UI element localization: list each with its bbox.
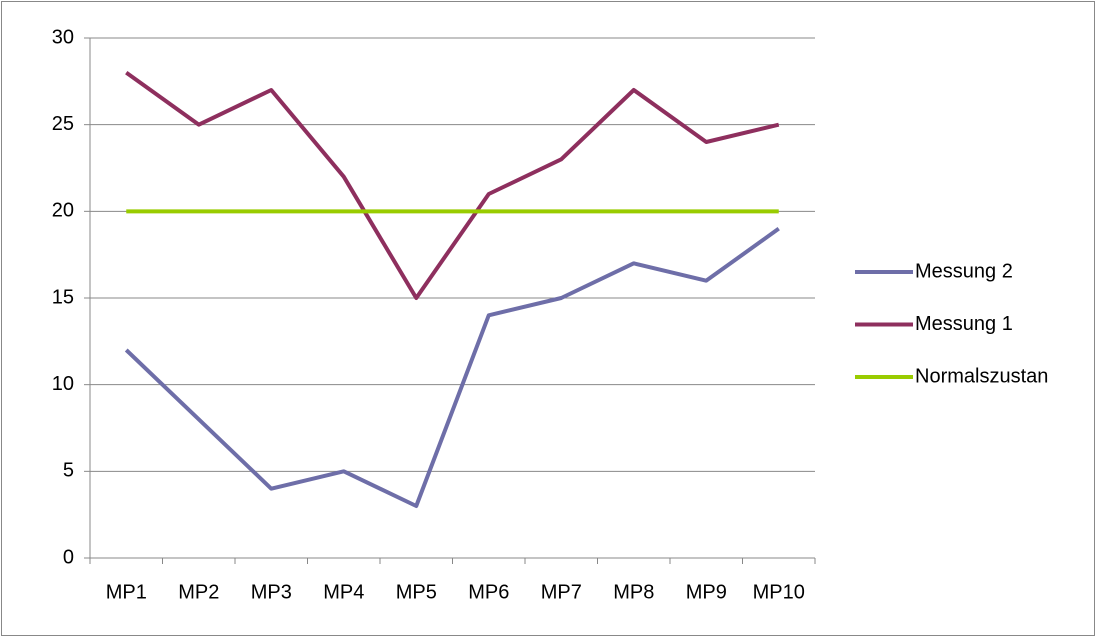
y-tick-label: 15 <box>52 286 74 308</box>
y-tick-label: 10 <box>52 373 74 395</box>
x-tick-label: MP6 <box>468 581 509 603</box>
y-tick-label: 0 <box>63 546 74 568</box>
y-tick-label: 30 <box>52 26 74 48</box>
x-tick-label: MP10 <box>753 581 805 603</box>
y-tick-label: 5 <box>63 460 74 482</box>
x-tick-label: MP3 <box>251 581 292 603</box>
x-tick-label: MP1 <box>106 581 147 603</box>
x-tick-label: MP7 <box>541 581 582 603</box>
series-line <box>124 227 780 508</box>
legend-label: Messung 2 <box>915 260 1013 282</box>
y-tick-label: 25 <box>52 113 74 135</box>
y-tick-label: 20 <box>52 200 74 222</box>
x-tick-label: MP5 <box>396 581 437 603</box>
x-tick-label: MP4 <box>323 581 364 603</box>
x-tick-label: MP8 <box>613 581 654 603</box>
series-line <box>125 71 780 300</box>
x-tick-label: MP9 <box>686 581 727 603</box>
legend-label: Normalszustan <box>915 365 1048 387</box>
legend-label: Messung 1 <box>915 313 1013 335</box>
x-tick-label: MP2 <box>178 581 219 603</box>
